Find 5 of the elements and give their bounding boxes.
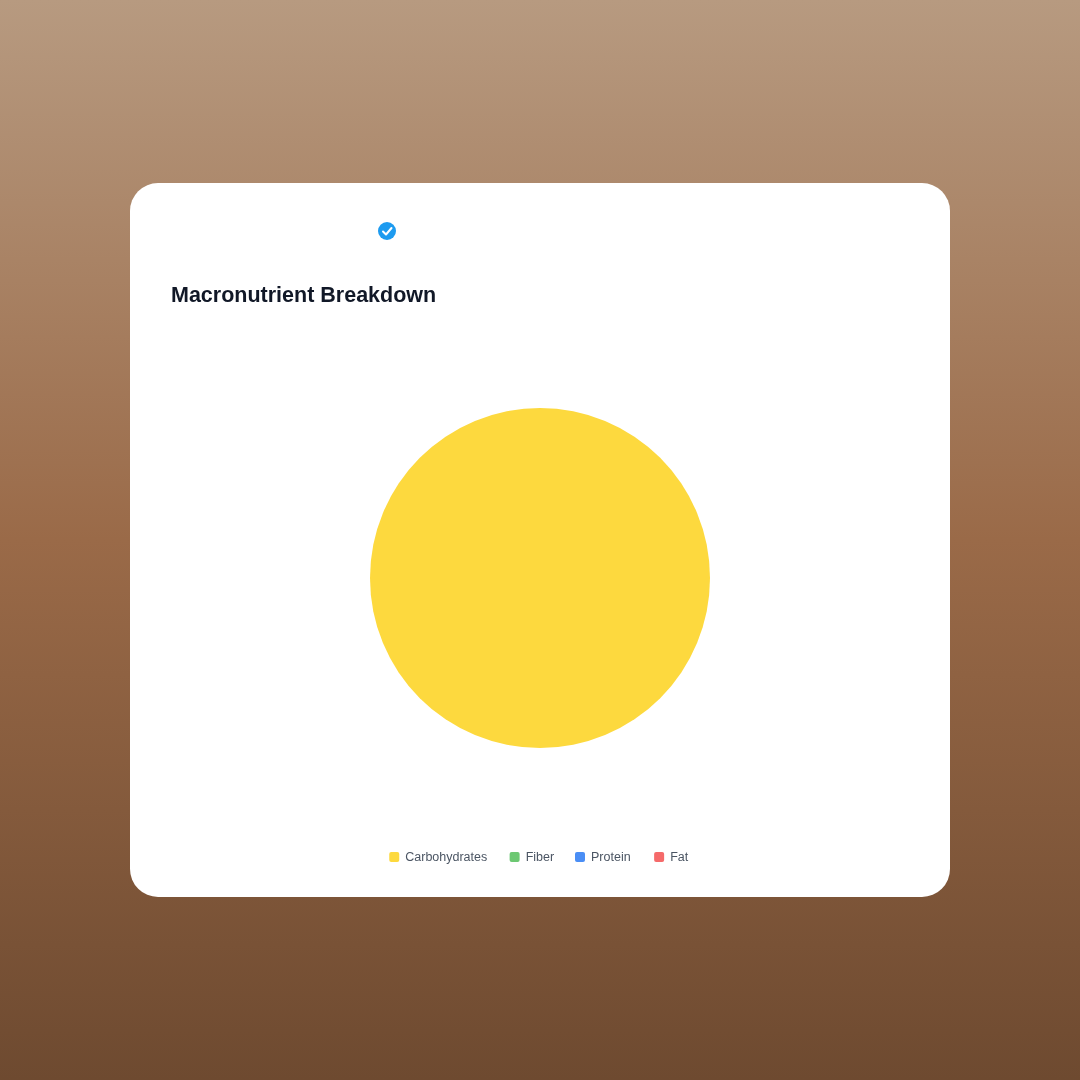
legend-label: Protein [591,850,631,865]
legend-label: Fiber [525,850,555,865]
legend-label: Fat [670,850,689,865]
legend-label: Carbohydrates [405,850,488,865]
chart-title: Macronutrient Breakdown [171,283,437,307]
